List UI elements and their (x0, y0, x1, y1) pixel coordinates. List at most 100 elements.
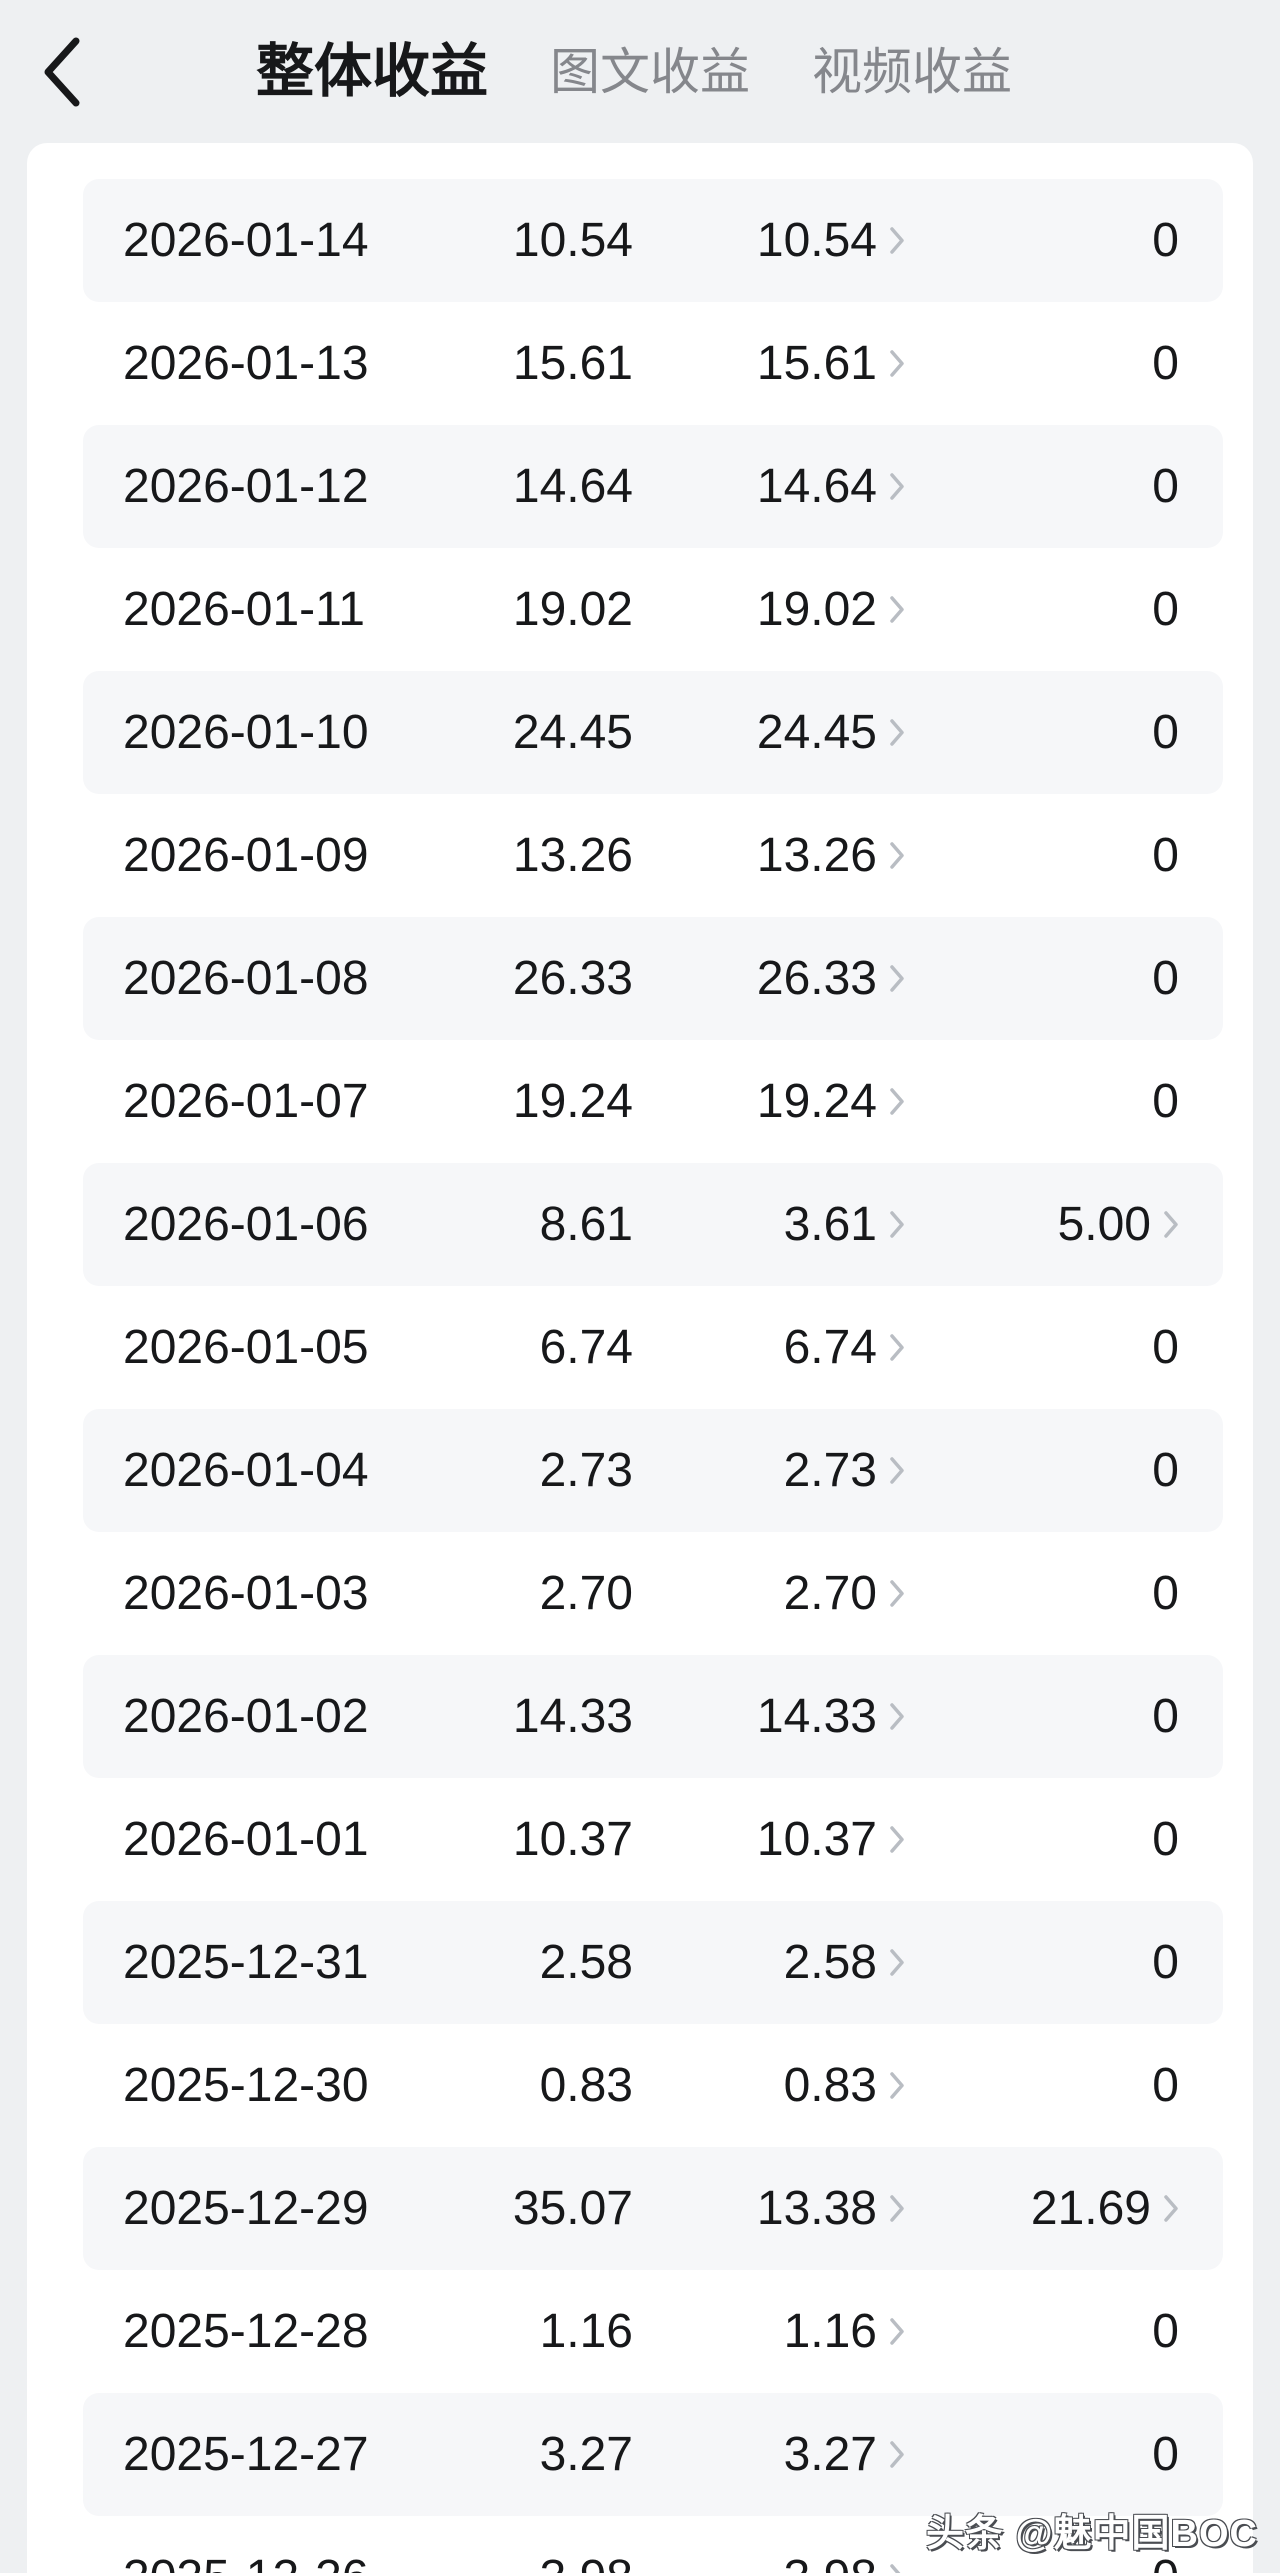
article-income-link[interactable]: 2.70 (784, 1569, 905, 1618)
row-total-value: 19.24 (512, 1074, 633, 1128)
tab-article-income[interactable]: 图文收益 (550, 43, 751, 100)
row-total-value: 2.73 (539, 1443, 633, 1497)
table-row: 2026-01-01 10.37 10.37 0 (83, 1778, 1223, 1901)
article-income-link[interactable]: 14.33 (757, 1692, 905, 1741)
row-video-value: 5.00 (1057, 1197, 1151, 1251)
row-video-value: 0 (1152, 1320, 1179, 1374)
row-video-value: 0 (1152, 2553, 1179, 2573)
table-row: 2026-01-04 2.73 2.73 0 (83, 1409, 1223, 1532)
table-row: 2026-01-05 6.74 6.74 0 (83, 1286, 1223, 1409)
table-row: 2026-01-10 24.45 24.45 0 (83, 671, 1223, 794)
article-income-link[interactable]: 3.98 (784, 2553, 905, 2573)
row-date: 2026-01-10 (123, 705, 369, 759)
row-article-value: 2.58 (783, 1935, 877, 1989)
row-date: 2026-01-11 (123, 582, 365, 636)
chevron-right-icon (890, 350, 904, 377)
row-article-value: 6.74 (783, 1320, 877, 1374)
row-total-value: 14.64 (512, 459, 633, 513)
income-table: 2026-01-14 10.54 10.54 0 2026-01-13 15.6… (83, 179, 1223, 2573)
row-article-value: 3.98 (784, 2553, 877, 2573)
row-total-value: 1.16 (539, 2304, 633, 2358)
watermark: 头条 @魅中国BOC (925, 2513, 1258, 2555)
chevron-right-icon (890, 2072, 904, 2099)
back-button[interactable] (36, 32, 96, 112)
chevron-right-icon (890, 227, 904, 254)
row-date: 2025-12-31 (123, 1935, 369, 1989)
row-date: 2025-12-27 (123, 2427, 369, 2481)
row-total-value: 0.83 (539, 2058, 633, 2112)
table-row: 2025-12-26 3.98 3.98 0 (83, 2516, 1223, 2573)
chevron-right-icon (890, 1211, 904, 1238)
article-income-link[interactable]: 2.73 (784, 1446, 905, 1495)
article-income-link[interactable]: 10.37 (756, 1812, 905, 1866)
article-income-link[interactable]: 13.38 (757, 2184, 905, 2233)
row-total-value: 35.07 (512, 2181, 633, 2235)
row-date: 2026-01-13 (123, 336, 369, 390)
article-income-link[interactable]: 0.83 (784, 2061, 905, 2110)
row-article-value: 10.37 (756, 1812, 877, 1866)
row-article-value: 24.45 (756, 705, 877, 759)
row-article-value: 3.27 (783, 2427, 877, 2481)
chevron-right-icon (890, 1334, 904, 1361)
row-date: 2026-01-01 (123, 1812, 369, 1866)
video-income-link: 0 (1152, 1689, 1179, 1743)
article-income-link[interactable]: 19.24 (757, 1077, 905, 1126)
table-row: 2025-12-29 35.07 13.38 21.69 (83, 2147, 1223, 2270)
row-video-value: 0 (1152, 1689, 1179, 1743)
video-income-link: 0 (1152, 708, 1179, 757)
row-date: 2026-01-06 (123, 1197, 369, 1251)
row-video-value: 0 (1152, 582, 1179, 636)
article-income-link[interactable]: 26.33 (757, 954, 905, 1003)
table-row: 2025-12-28 1.16 1.16 0 (83, 2270, 1223, 2393)
row-article-value: 13.26 (756, 828, 877, 882)
row-video-value: 0 (1152, 1812, 1179, 1866)
article-income-link[interactable]: 2.58 (783, 1935, 905, 1989)
row-video-value: 0 (1152, 2427, 1179, 2481)
chevron-right-icon (1164, 2195, 1178, 2222)
chevron-right-icon (890, 1088, 904, 1115)
row-video-value: 0 (1152, 336, 1179, 390)
row-article-value: 10.54 (756, 213, 877, 267)
chevron-right-icon (890, 1580, 904, 1607)
row-video-value: 0 (1152, 951, 1179, 1005)
row-video-value: 0 (1152, 213, 1179, 267)
row-video-value: 0 (1152, 2304, 1179, 2358)
article-income-link[interactable]: 1.16 (784, 2307, 905, 2356)
table-row: 2026-01-03 2.70 2.70 0 (83, 1532, 1223, 1655)
article-income-link[interactable]: 19.02 (757, 585, 905, 634)
tab-overall-income[interactable]: 整体收益 (256, 38, 489, 104)
row-video-value: 0 (1152, 1074, 1179, 1128)
tab-video-income[interactable]: 视频收益 (812, 43, 1013, 100)
row-date: 2026-01-09 (123, 828, 369, 882)
row-article-value: 3.61 (783, 1197, 877, 1251)
video-income-link: 0 (1152, 213, 1179, 267)
row-date: 2026-01-12 (123, 459, 369, 513)
income-card: 2026-01-14 10.54 10.54 0 2026-01-13 15.6… (27, 143, 1253, 2573)
article-income-link[interactable]: 13.26 (756, 828, 905, 882)
row-date: 2026-01-02 (123, 1689, 369, 1743)
article-income-link[interactable]: 6.74 (783, 1320, 905, 1374)
article-income-link[interactable]: 15.61 (756, 336, 905, 390)
row-total-value: 2.70 (539, 1566, 633, 1620)
row-total-value: 6.74 (539, 1320, 633, 1374)
video-income-link: 0 (1152, 2304, 1179, 2358)
row-total-value: 8.61 (539, 1197, 633, 1251)
chevron-right-icon (890, 1457, 904, 1484)
row-date: 2026-01-07 (123, 1074, 369, 1128)
article-income-link[interactable]: 3.27 (783, 2427, 905, 2481)
video-income-link[interactable]: 5.00 (1057, 1197, 1179, 1251)
row-total-value: 10.54 (512, 213, 633, 267)
article-income-link[interactable]: 14.64 (757, 462, 905, 511)
row-article-value: 15.61 (756, 336, 877, 390)
row-date: 2026-01-04 (123, 1443, 369, 1497)
article-income-link[interactable]: 24.45 (756, 705, 905, 759)
article-income-link[interactable]: 3.61 (783, 1197, 905, 1251)
article-income-link[interactable]: 10.54 (756, 213, 905, 267)
table-row: 2026-01-11 19.02 19.02 0 (83, 548, 1223, 671)
table-row: 2026-01-07 19.24 19.24 0 (83, 1040, 1223, 1163)
row-video-value: 0 (1152, 1443, 1179, 1497)
video-income-link[interactable]: 21.69 (1031, 2184, 1179, 2233)
back-chevron-icon (44, 37, 80, 106)
chevron-right-icon (890, 719, 904, 746)
